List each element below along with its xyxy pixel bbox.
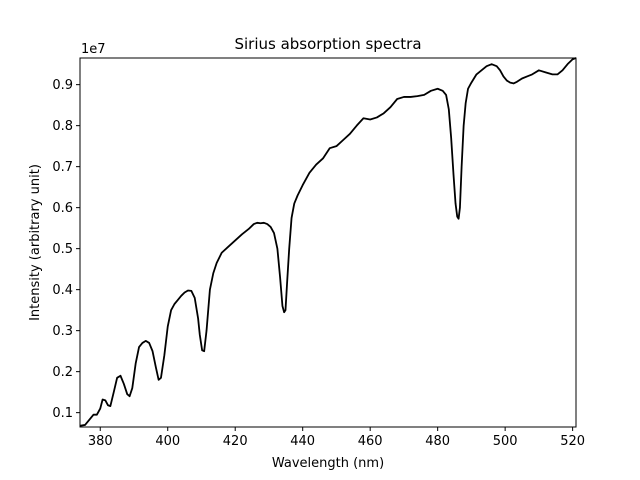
x-tick-label: 480: [425, 434, 450, 449]
x-axis-ticks: 380 400 420 440 460 480 500 520: [88, 427, 585, 449]
y-tick-label: 0.8: [52, 119, 73, 134]
x-tick-label: 440: [290, 434, 315, 449]
plot-area: [79, 57, 577, 427]
y-axis-label: Intensity (arbitrary unit): [28, 164, 43, 321]
x-tick-label: 460: [358, 434, 383, 449]
y-tick-label: 0.6: [52, 201, 73, 216]
x-tick-label: 520: [560, 434, 585, 449]
x-axis-label: Wavelength (nm): [272, 456, 384, 471]
y-axis-ticks: 0.1 0.2 0.3 0.4 0.5 0.6 0.7 0.8 0.9: [52, 78, 80, 421]
y-tick-label: 0.9: [52, 78, 73, 93]
y-tick-label: 0.4: [52, 283, 73, 298]
chart-title: Sirius absorption spectra: [234, 35, 421, 53]
x-tick-label: 420: [223, 434, 248, 449]
y-offset-label: 1e7: [81, 42, 106, 57]
y-tick-label: 0.5: [52, 242, 73, 257]
x-tick-label: 500: [493, 434, 518, 449]
axes-frame: [79, 57, 577, 428]
series-line: [79, 57, 577, 427]
y-tick-label: 0.1: [52, 406, 73, 421]
x-tick-label: 400: [155, 434, 180, 449]
y-tick-label: 0.2: [52, 365, 73, 380]
x-tick-label: 380: [88, 434, 113, 449]
y-tick-label: 0.3: [52, 324, 73, 339]
y-tick-label: 0.7: [52, 160, 73, 175]
